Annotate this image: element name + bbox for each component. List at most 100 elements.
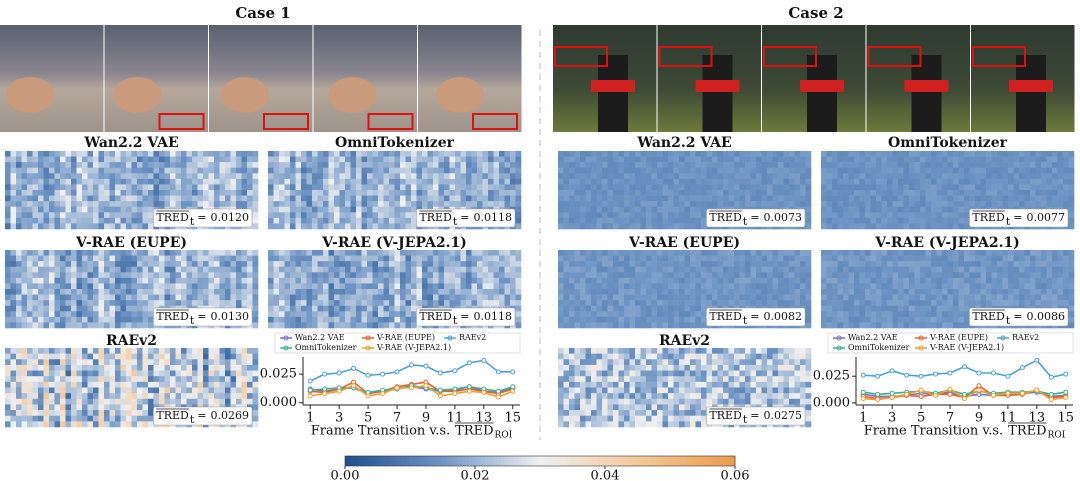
heatmap-cell xyxy=(290,190,296,196)
heatmap-cell xyxy=(76,404,83,411)
heatmap-cell xyxy=(192,184,198,191)
heatmap-cell xyxy=(569,277,575,284)
heatmap-cell xyxy=(405,173,412,180)
heatmap-cell xyxy=(515,167,522,174)
heatmap-cell xyxy=(455,190,461,196)
heatmap-cell xyxy=(876,201,882,208)
heatmap-cell xyxy=(865,217,871,224)
heatmap-cell xyxy=(843,151,849,157)
heatmap-cell xyxy=(997,156,1003,163)
heatmap-cell xyxy=(120,223,127,230)
heatmap-cell xyxy=(219,167,226,174)
heatmap-cell xyxy=(378,322,384,329)
heatmap-cell xyxy=(65,311,72,318)
heatmap-cell xyxy=(339,184,346,191)
heatmap-cell xyxy=(301,206,307,213)
heatmap-cell xyxy=(695,156,702,163)
heatmap-cell xyxy=(71,387,77,394)
heatmap-cell xyxy=(515,212,522,219)
heatmap-cell xyxy=(695,184,702,191)
heatmap-cell xyxy=(339,294,346,301)
heatmap-cell xyxy=(334,266,340,273)
heatmap-cell xyxy=(76,184,83,191)
heatmap-cell xyxy=(49,376,55,383)
heatmap-cell xyxy=(931,173,937,180)
heatmap-cell xyxy=(225,173,231,180)
heatmap-cell xyxy=(942,217,948,224)
heatmap-cell xyxy=(181,255,187,262)
heatmap-cell xyxy=(268,311,274,318)
heatmap-cell xyxy=(613,212,619,219)
heatmap-cell xyxy=(488,178,494,185)
heatmap-cell xyxy=(657,277,663,284)
heatmap-cell xyxy=(120,370,127,377)
heatmap-cell xyxy=(98,283,105,290)
heatmap-cell xyxy=(558,184,564,191)
heatmap-cell xyxy=(104,178,110,185)
heatmap-cell xyxy=(104,370,110,377)
heatmap-cell xyxy=(38,370,44,377)
heatmap-cell xyxy=(460,277,467,284)
heatmap-cell xyxy=(225,178,231,185)
heatmap-cell xyxy=(60,201,66,208)
heatmap-cell xyxy=(214,272,220,279)
heatmap-cell xyxy=(969,173,976,180)
heatmap-cell xyxy=(438,201,445,208)
heatmap-cell xyxy=(378,190,384,196)
heatmap-cell xyxy=(328,156,335,163)
heatmap-cell xyxy=(837,223,844,230)
heatmap-cell xyxy=(427,184,434,191)
heatmap-cell xyxy=(27,404,33,411)
heatmap-cell xyxy=(186,381,193,388)
heatmap-cell xyxy=(131,305,138,312)
heatmap-cell xyxy=(651,217,658,224)
heatmap-cell xyxy=(640,201,647,208)
heatmap-cell xyxy=(279,261,285,268)
heatmap-cell xyxy=(219,190,226,196)
heatmap-cell xyxy=(679,178,685,185)
heatmap-cell xyxy=(898,178,904,185)
heatmap-cell xyxy=(394,217,401,224)
heatmap-cell xyxy=(301,283,307,290)
heatmap-cell xyxy=(301,162,307,169)
heatmap-cell xyxy=(60,184,66,191)
heatmap-cell xyxy=(93,322,99,329)
heatmap-cell xyxy=(181,353,187,360)
heatmap-cell xyxy=(881,151,888,157)
heatmap-cell xyxy=(225,151,231,157)
heatmap-cell xyxy=(482,184,489,191)
heatmap-cell xyxy=(848,173,855,180)
heatmap-cell xyxy=(1046,167,1053,174)
heatmap-cell xyxy=(203,151,209,157)
heatmap-cell xyxy=(449,289,456,295)
heatmap-cell xyxy=(104,283,110,290)
heatmap-cell xyxy=(60,266,66,273)
heatmap-cell xyxy=(317,250,324,256)
heatmap-cell xyxy=(558,195,564,202)
heatmap-cell xyxy=(334,311,340,318)
heatmap-cell xyxy=(38,322,44,329)
heatmap-cell xyxy=(510,261,516,268)
heatmap-cell xyxy=(65,173,72,180)
heatmap-cell xyxy=(301,300,307,307)
heatmap-cell xyxy=(679,156,685,163)
heatmap-cell xyxy=(378,151,384,157)
heatmap-cell xyxy=(607,184,614,191)
heatmap-cell xyxy=(306,294,313,301)
heatmap-cell xyxy=(126,381,132,388)
heatmap-cell xyxy=(273,156,280,163)
heatmap-cell xyxy=(569,206,575,213)
heatmap-cell xyxy=(203,261,209,268)
heatmap-cell xyxy=(236,178,242,185)
heatmap-cell xyxy=(137,184,143,191)
heatmap-cell xyxy=(449,201,456,208)
heatmap-cell xyxy=(728,184,735,191)
heatmap-cell xyxy=(422,255,428,262)
heatmap-cell xyxy=(651,305,658,312)
heatmap-cell xyxy=(826,206,833,213)
legend-label: RAEv2 xyxy=(459,333,486,342)
heatmap-cell xyxy=(164,353,171,360)
heatmap-cell xyxy=(164,173,171,180)
heatmap-cell xyxy=(339,272,346,279)
heatmap-cell xyxy=(482,277,489,284)
